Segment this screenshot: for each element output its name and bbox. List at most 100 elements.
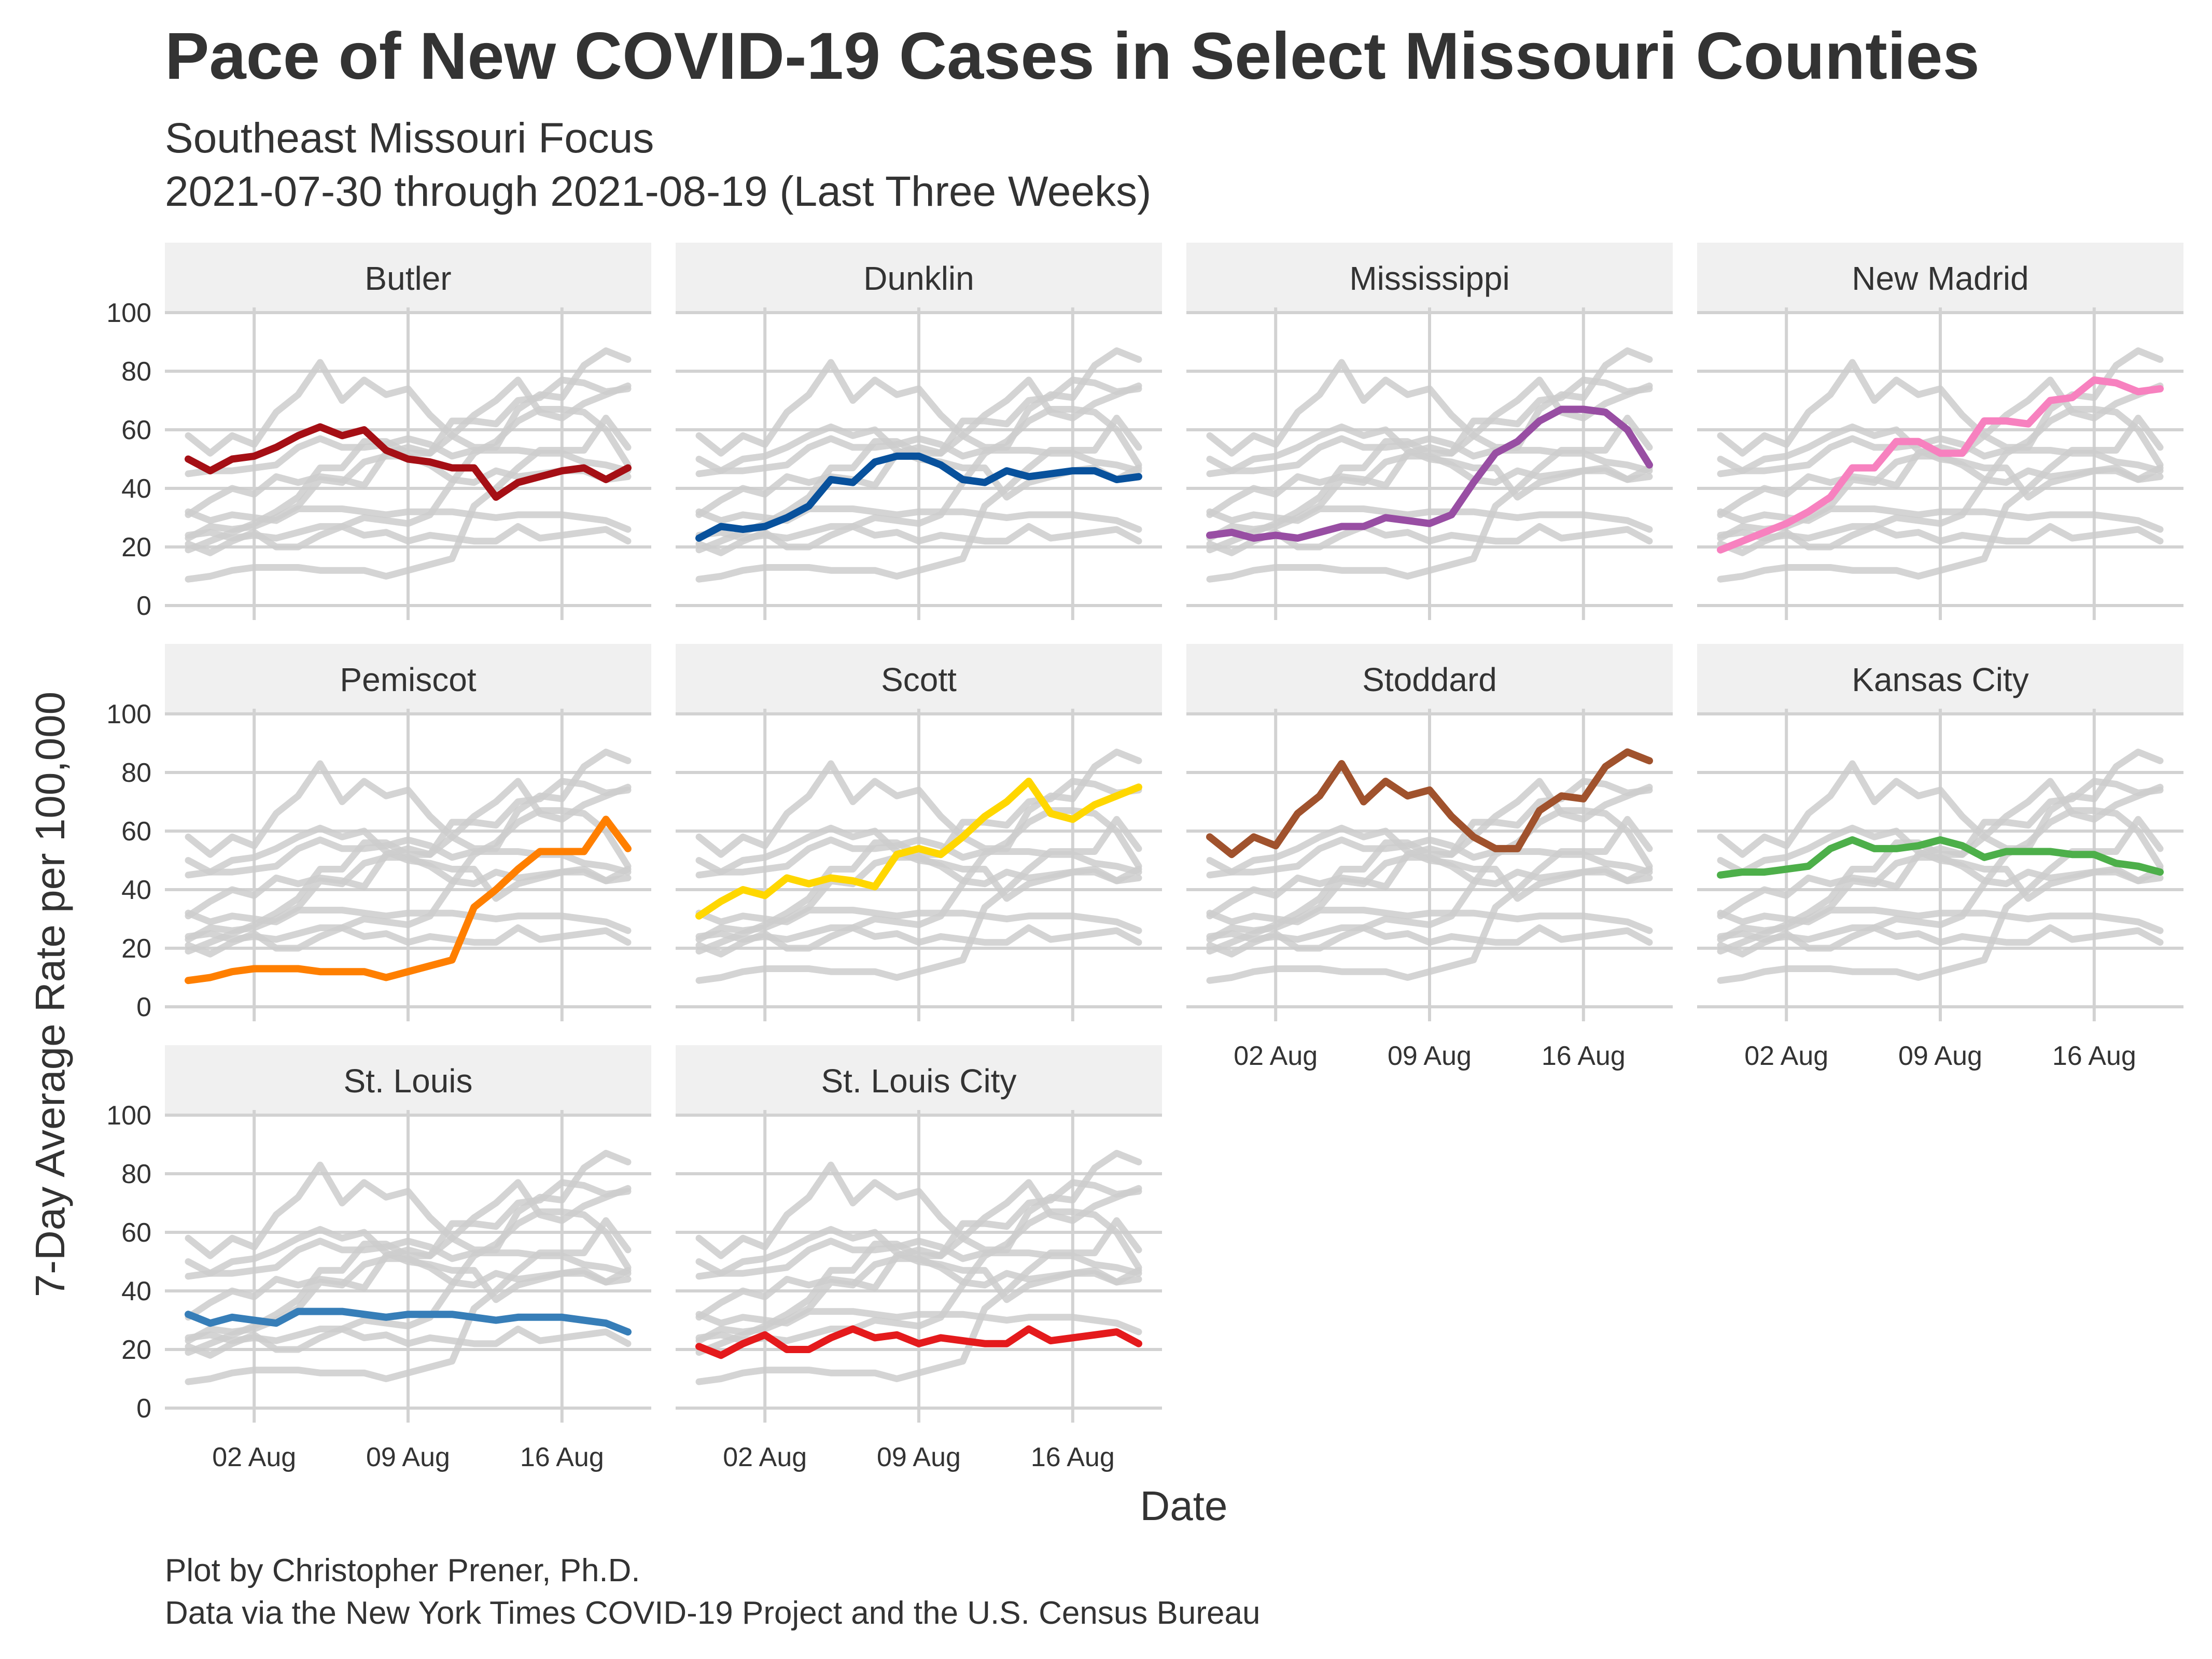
x-tick-label: 09 Aug [877, 1442, 961, 1472]
x-tick-label: 16 Aug [520, 1442, 604, 1472]
facet-strip [165, 243, 651, 314]
x-tick-label: 02 Aug [1234, 1041, 1318, 1071]
background-series-line [1206, 505, 1653, 533]
y-tick-label: 0 [136, 1394, 151, 1424]
x-tick-label: 16 Aug [2052, 1041, 2136, 1071]
facet-panels: Butler 0 20 40 60 80 100 Dunklin Mississippi New … [106, 243, 2183, 1472]
y-tick-label: 0 [136, 992, 151, 1022]
y-tick-label: 40 [121, 1276, 151, 1306]
highlight-series-line [185, 423, 632, 501]
background-series-line [695, 907, 1142, 934]
background-series-line [695, 1308, 1142, 1335]
background-series-line [185, 907, 632, 934]
caption-line1: Plot by Christopher Prener, Ph.D. [165, 1553, 640, 1588]
x-tick-label: 09 Aug [1388, 1041, 1472, 1071]
highlight-series-line [695, 778, 1142, 920]
background-series-line [695, 505, 1142, 533]
background-series-line [185, 778, 632, 920]
background-series-line [1206, 435, 1653, 477]
background-series-line [1206, 836, 1653, 879]
facet-strip [1697, 243, 2183, 314]
facet-panel: Dunklin [676, 243, 1162, 620]
highlight-series-line [1206, 748, 1653, 859]
facet-strip [676, 1045, 1162, 1117]
background-series-line [695, 435, 1142, 477]
y-tick-label: 100 [106, 298, 151, 328]
facet-strip-label: Pemiscot [340, 661, 476, 698]
y-tick-label: 100 [106, 1101, 151, 1131]
y-tick-label: 20 [121, 1335, 151, 1365]
caption-line2: Data via the New York Times COVID-19 Pro… [165, 1595, 1260, 1631]
background-series-line [695, 347, 1142, 457]
chart-title: Pace of New COVID-19 Cases in Select Mis… [165, 19, 1980, 93]
y-tick-label: 60 [121, 415, 151, 445]
background-series-line [185, 924, 632, 958]
background-series-line [185, 505, 632, 533]
facet-panel: Butler 0 20 40 60 80 100 [106, 243, 651, 621]
facet-strip [676, 644, 1162, 715]
facet-strip [1697, 644, 2183, 715]
x-tick-label: 16 Aug [1031, 1442, 1115, 1472]
highlight-series-line [1717, 836, 2164, 879]
facet-strip-label: Scott [881, 661, 957, 698]
background-series-line [695, 749, 1142, 858]
background-series-line [695, 836, 1142, 879]
x-tick-label: 02 Aug [1744, 1041, 1828, 1071]
facet-strip-label: Butler [365, 260, 451, 297]
facet-panel: St. Louis City 02 Aug 09 Aug 16 Aug [676, 1045, 1162, 1472]
background-series-line [1717, 907, 2164, 934]
chart-subtitle-line2: 2021-07-30 through 2021-08-19 (Last Thre… [165, 168, 1151, 215]
facet-panel: Stoddard 02 Aug 09 Aug 16 Aug [1186, 644, 1673, 1071]
facet-strip-label: St. Louis City [821, 1062, 1016, 1100]
facet-strip-label: St. Louis [343, 1062, 472, 1100]
background-series-line [1206, 376, 1653, 518]
facet-strip-label: Mississippi [1349, 260, 1509, 297]
background-series-line [1717, 778, 2164, 920]
chart-subtitle-line1: Southeast Missouri Focus [165, 115, 654, 162]
x-axis-title: Date [1140, 1483, 1228, 1529]
background-series-line [1717, 523, 2164, 556]
facet-panel: New Madrid [1697, 243, 2183, 620]
facet-strip [165, 1045, 651, 1117]
background-series-line [1206, 778, 1653, 920]
y-tick-label: 60 [121, 817, 151, 847]
x-tick-label: 02 Aug [212, 1442, 296, 1472]
background-series-line [695, 1179, 1142, 1321]
facet-strip-label: New Madrid [1852, 260, 2028, 297]
highlight-series-line [1206, 405, 1653, 542]
background-series-line [695, 523, 1142, 556]
y-tick-label: 100 [106, 699, 151, 729]
facet-strip-label: Kansas City [1852, 661, 2028, 698]
background-series-line [185, 1238, 632, 1280]
y-tick-label: 20 [121, 934, 151, 964]
facet-strip [1186, 243, 1673, 314]
facet-panel: Scott [676, 644, 1162, 1021]
y-tick-label: 80 [121, 1159, 151, 1189]
y-tick-label: 40 [121, 875, 151, 905]
x-tick-label: 09 Aug [366, 1442, 450, 1472]
background-series-line [185, 523, 632, 556]
facet-panel: Mississippi [1186, 243, 1673, 620]
background-series-line [1206, 347, 1653, 457]
background-series-line [185, 1149, 632, 1259]
background-series-line [1206, 907, 1653, 934]
background-series-line [1206, 924, 1653, 958]
y-tick-label: 40 [121, 474, 151, 504]
background-series-line [185, 1179, 632, 1321]
x-tick-label: 02 Aug [723, 1442, 807, 1472]
background-series-line [1717, 749, 2164, 858]
facet-strip [676, 243, 1162, 314]
background-series-line [1717, 924, 2164, 958]
y-tick-label: 80 [121, 758, 151, 788]
y-tick-label: 80 [121, 357, 151, 387]
background-series-line [185, 347, 632, 457]
background-series-line [185, 376, 632, 518]
facet-strip-label: Dunklin [863, 260, 974, 297]
background-series-line [1717, 376, 2164, 518]
highlight-series-line [695, 1325, 1142, 1359]
background-series-line [185, 435, 632, 477]
y-axis-title: 7-Day Average Rate per 100,000 [27, 692, 73, 1297]
facet-strip [165, 644, 651, 715]
background-series-line [185, 1325, 632, 1359]
background-series-line [1717, 435, 2164, 477]
